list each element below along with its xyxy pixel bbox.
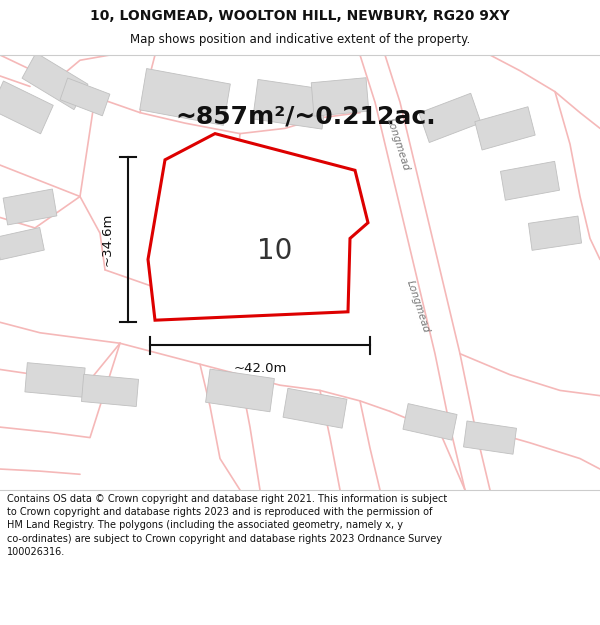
- Text: ~34.6m: ~34.6m: [101, 213, 114, 266]
- Polygon shape: [500, 161, 560, 200]
- Polygon shape: [140, 69, 230, 125]
- Polygon shape: [311, 78, 369, 116]
- Polygon shape: [475, 107, 535, 150]
- Text: 10: 10: [257, 237, 293, 265]
- Polygon shape: [283, 388, 347, 428]
- Polygon shape: [3, 189, 57, 225]
- Polygon shape: [464, 421, 517, 454]
- Polygon shape: [0, 228, 44, 260]
- Polygon shape: [82, 374, 139, 406]
- Polygon shape: [206, 369, 274, 412]
- Text: Longmead: Longmead: [385, 116, 411, 172]
- Text: ~857m²/~0.212ac.: ~857m²/~0.212ac.: [175, 104, 436, 128]
- Text: Longmead: Longmead: [405, 279, 431, 334]
- Text: 10, LONGMEAD, WOOLTON HILL, NEWBURY, RG20 9XY: 10, LONGMEAD, WOOLTON HILL, NEWBURY, RG2…: [90, 9, 510, 24]
- Polygon shape: [148, 134, 368, 320]
- Polygon shape: [403, 404, 457, 440]
- Polygon shape: [419, 93, 481, 142]
- Polygon shape: [22, 52, 88, 109]
- Polygon shape: [253, 79, 328, 129]
- Text: ~42.0m: ~42.0m: [233, 362, 287, 375]
- Text: Map shows position and indicative extent of the property.: Map shows position and indicative extent…: [130, 33, 470, 46]
- Polygon shape: [0, 81, 53, 134]
- Text: Contains OS data © Crown copyright and database right 2021. This information is : Contains OS data © Crown copyright and d…: [7, 494, 448, 557]
- Polygon shape: [60, 78, 110, 116]
- Polygon shape: [529, 216, 581, 251]
- Polygon shape: [25, 362, 85, 398]
